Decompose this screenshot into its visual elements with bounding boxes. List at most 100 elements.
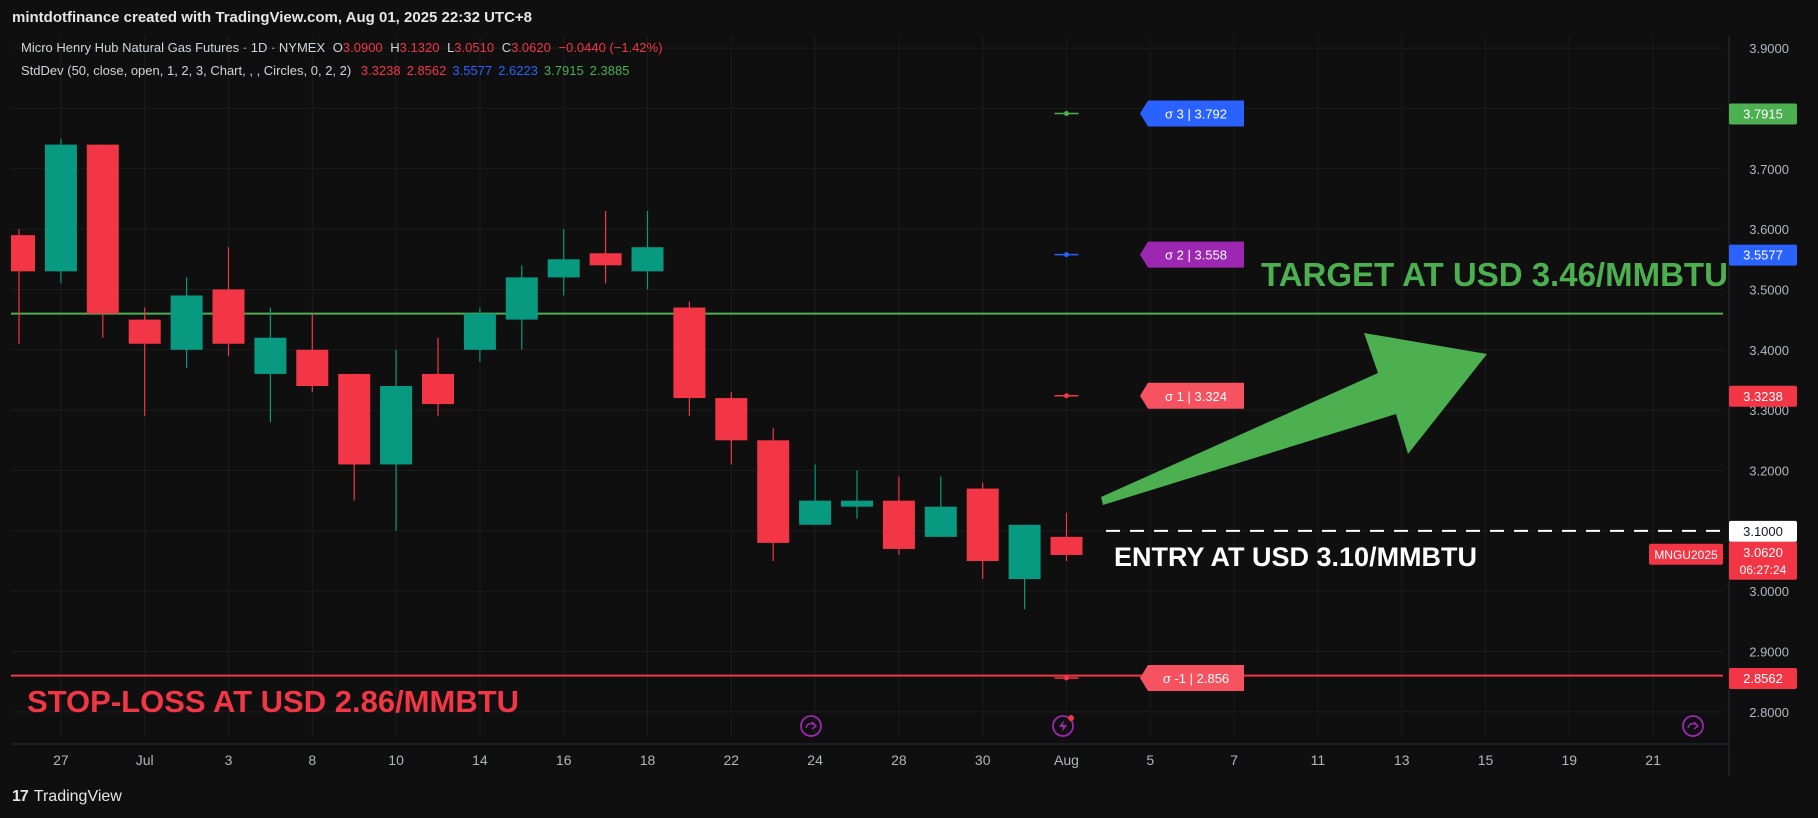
candle [44, 138, 77, 284]
stddev-dot [1064, 252, 1069, 258]
legend-ind-value: 2.8562 [407, 63, 447, 78]
chart-background [11, 36, 1807, 776]
candle [547, 229, 580, 296]
candle [1050, 512, 1083, 561]
legend-indicator: StdDev (50, close, open, 1, 2, 3, Chart,… [21, 63, 351, 78]
candle-body [715, 398, 748, 441]
stddev-label: σ 1 | 3.324 [1165, 389, 1227, 404]
price-badge-bg [1729, 244, 1797, 266]
legend-change: −0.0440 (−1.42%) [558, 40, 662, 55]
legend-l-value: 3.0510 [454, 40, 494, 55]
forward-event-icon[interactable] [800, 715, 822, 737]
y-tick-label: 3.3000 [1749, 403, 1789, 418]
candle-body [673, 307, 706, 399]
symbol-tag: MNGU2025 [1654, 548, 1718, 562]
time-axis[interactable]: 27 Jul 3 8 10 14 16 18 22 24 28 30 Aug 5 7 11 13 15 19 21 [11, 743, 1729, 768]
x-tick-label: 5 [1146, 752, 1154, 768]
x-tick-label: 19 [1562, 752, 1578, 768]
candle-body [547, 259, 580, 278]
candle-body [1050, 536, 1083, 555]
price-badge: 3.5577 [1743, 248, 1783, 263]
candle [170, 277, 203, 368]
legend-h-value: 3.1320 [400, 40, 440, 55]
y-tick-label: 3.9000 [1749, 41, 1789, 56]
candle [296, 313, 329, 393]
legend-ind-value: 2.6223 [498, 63, 538, 78]
price-badge: 2.8562 [1743, 671, 1783, 686]
candle-body [212, 289, 245, 344]
x-tick-label: Aug [1054, 752, 1079, 768]
candle-body [924, 506, 957, 537]
legend-line-2: StdDev (50, close, open, 1, 2, 3, Chart,… [21, 63, 629, 78]
price-badge-bg [1729, 385, 1797, 407]
footer-bar: 17 TradingView [0, 776, 1818, 818]
candle-body [170, 295, 203, 350]
x-tick-label: 27 [53, 752, 69, 768]
candle [128, 307, 161, 417]
legend-c-label: C [502, 40, 511, 55]
stddev-label: σ -1 | 2.856 [1163, 671, 1229, 686]
candle-body [757, 440, 790, 543]
legend-h-label: H [390, 40, 399, 55]
x-tick-label: 16 [556, 752, 572, 768]
candle-body [422, 373, 454, 405]
x-tick-label: 11 [1311, 752, 1326, 768]
stddev-label-bg [1140, 664, 1244, 691]
last-price-countdown: 06:27:24 [1740, 563, 1787, 577]
legend-o-value: 3.0900 [343, 40, 383, 55]
stddev-label: σ 2 | 3.558 [1165, 248, 1227, 263]
x-tick-label: Jul [136, 752, 154, 768]
candle [338, 373, 371, 501]
candle [757, 428, 790, 561]
price-badge-bg [1729, 667, 1797, 689]
candle-body [128, 319, 161, 344]
legend-ind-value: 3.3238 [361, 63, 401, 78]
y-tick-label: 3.7000 [1749, 162, 1789, 177]
candle [380, 349, 413, 531]
candle-body [505, 277, 538, 320]
x-tick-label: 10 [388, 752, 404, 768]
candle [505, 265, 538, 350]
forward-event-icon[interactable] [1682, 715, 1704, 737]
price-badge: 3.7915 [1743, 107, 1783, 122]
candle-body [296, 349, 329, 386]
x-tick-label: 13 [1394, 752, 1410, 768]
earnings-event-icon[interactable] [1052, 715, 1074, 737]
tradingview-logo[interactable]: 17 TradingView [12, 788, 122, 806]
chart-area[interactable]: TARGET AT USD 3.46/MMBTU ENTRY AT USD 3.1… [3, 36, 1807, 776]
tradingview-mark-icon: 17 [12, 788, 29, 805]
up-arrow-icon [1101, 333, 1487, 505]
price-badge: 3.1000 [1743, 524, 1783, 539]
candle-body [631, 247, 664, 272]
candle-body [380, 386, 413, 465]
legend-c-value: 3.0620 [511, 40, 551, 55]
last-price-badge-bg [1729, 541, 1797, 580]
stddev-label-bg [1140, 241, 1244, 268]
candle [463, 307, 496, 362]
header-bar: mintdotfinance created with TradingView.… [0, 0, 1818, 36]
candle [715, 392, 748, 465]
candle [631, 211, 664, 290]
candle [841, 470, 873, 519]
candle [882, 476, 915, 555]
candle [966, 482, 999, 580]
y-tick-label: 3.0000 [1749, 584, 1789, 599]
stddev-label-bg [1140, 100, 1244, 127]
last-price-value: 3.0620 [1743, 545, 1783, 560]
price-chart[interactable]: TARGET AT USD 3.46/MMBTU ENTRY AT USD 3.1… [3, 36, 1807, 776]
candles [3, 138, 1083, 610]
y-tick-label: 2.9000 [1749, 645, 1789, 660]
price-axis[interactable]: 2.8000 2.9000 3.0000 3.1000 3.2000 3.3000 3.40… [1649, 36, 1797, 776]
y-tick-label: 3.6000 [1749, 222, 1789, 237]
entry-label: ENTRY AT USD 3.10/MMBTU [1114, 542, 1477, 572]
target-arrow [1101, 333, 1487, 505]
stddev-dot [1064, 393, 1069, 399]
y-tick-label: 2.8000 [1749, 705, 1789, 720]
event-icons[interactable] [800, 715, 1704, 737]
candle-body [966, 488, 999, 561]
symbol-tag-bg [1649, 543, 1723, 565]
stddev-dot [1064, 675, 1069, 681]
x-tick-label: 30 [975, 752, 991, 768]
candle [1008, 524, 1041, 610]
candle-body [463, 313, 496, 350]
